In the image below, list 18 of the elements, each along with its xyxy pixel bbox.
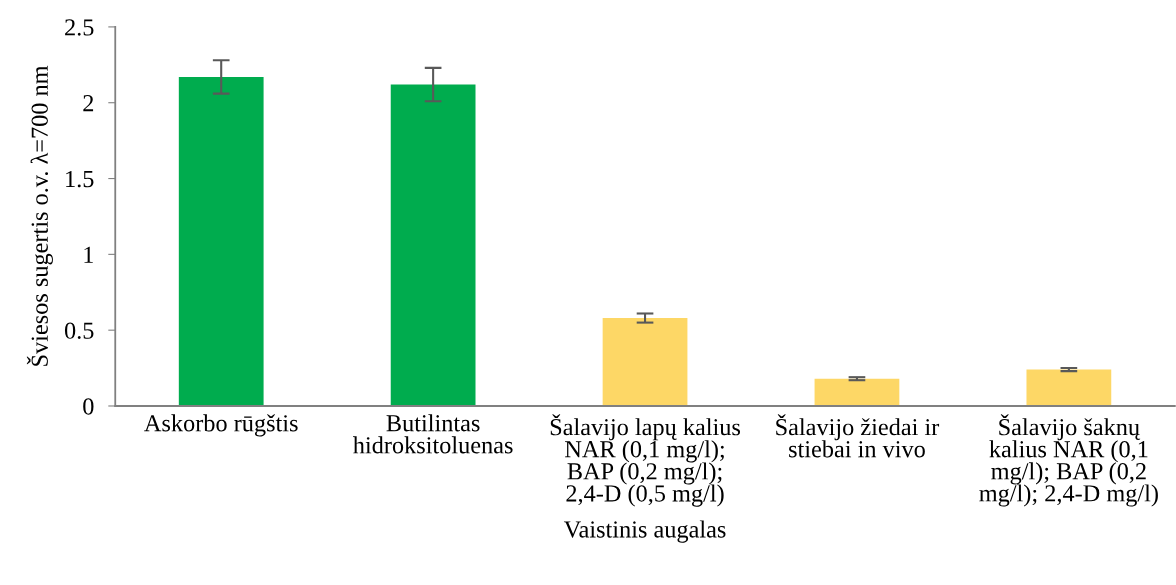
y-tick-label: 0: [83, 398, 94, 415]
bar: [390, 84, 476, 406]
x-tick-label: Šalavijo lapų kalius NAR (0,1 mg/l); BAP (0,2 mg/l); 2,4-D (0,5 mg/l): [550, 414, 741, 507]
y-tick-label: 2: [83, 95, 94, 112]
y-tick-label: 0.5: [64, 322, 94, 339]
bar: [1026, 369, 1112, 406]
x-tick-label: Šalavijo šaknų kalius NAR (0,1 mg/l); BAP (0,2 mg/l); 2,4-D mg/l): [979, 414, 1158, 507]
y-axis-title: Šviesos sugertis o.v. λ=700 nm: [26, 65, 53, 366]
bar: [814, 378, 900, 406]
x-axis-title: Vaistinis augalas: [563, 520, 726, 543]
x-tick-label: Butilintas hidroksitoluenas: [353, 414, 513, 454]
y-tick-label: 1.5: [66, 170, 94, 188]
x-tick-label: Šalavijo žiedai ir stiebai in vivo: [776, 414, 940, 458]
bar: [602, 318, 688, 406]
bar: [178, 76, 264, 406]
y-tick-label: 2.5: [65, 19, 94, 36]
y-tick-label: 1: [84, 246, 93, 263]
x-tick-label: Askorbo rūgštis: [144, 414, 298, 437]
